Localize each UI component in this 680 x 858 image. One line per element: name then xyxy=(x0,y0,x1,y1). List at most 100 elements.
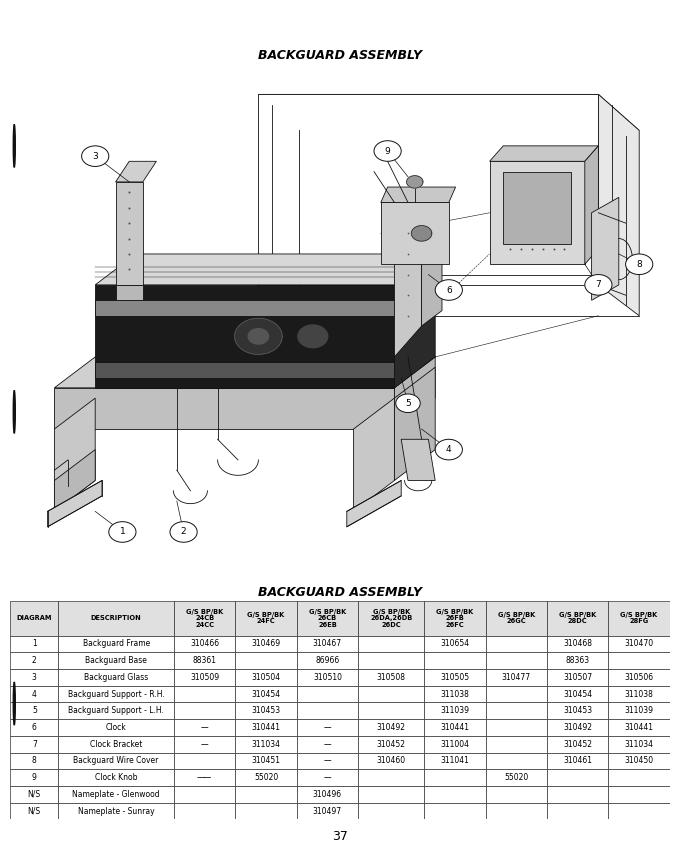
Bar xyxy=(58,669,174,686)
Bar xyxy=(486,719,547,736)
Text: 310461: 310461 xyxy=(563,757,592,765)
Bar xyxy=(358,703,424,719)
Bar xyxy=(609,686,670,703)
Text: 310505: 310505 xyxy=(441,673,469,682)
Bar xyxy=(296,686,358,703)
Text: G/S BP/BK
24FC: G/S BP/BK 24FC xyxy=(248,612,285,625)
Text: —: — xyxy=(324,740,331,749)
Bar xyxy=(296,803,358,819)
Bar xyxy=(58,686,174,703)
Polygon shape xyxy=(258,94,639,130)
Polygon shape xyxy=(394,223,422,357)
Bar xyxy=(10,652,58,669)
Bar xyxy=(424,770,486,786)
Bar xyxy=(296,719,358,736)
Text: 86966: 86966 xyxy=(316,656,339,665)
Text: G/S BP/BK
26DA,26DB
26DC: G/S BP/BK 26DA,26DB 26DC xyxy=(370,608,412,627)
Text: 310492: 310492 xyxy=(377,723,406,732)
Bar xyxy=(358,686,424,703)
Bar xyxy=(358,786,424,803)
Bar xyxy=(547,652,609,669)
Bar xyxy=(358,636,424,652)
Text: BACKGUARD ASSEMBLY: BACKGUARD ASSEMBLY xyxy=(258,49,422,63)
Polygon shape xyxy=(592,197,619,300)
Bar xyxy=(609,719,670,736)
Text: 2: 2 xyxy=(32,656,37,665)
Polygon shape xyxy=(235,318,282,354)
Text: DESCRIPTION: DESCRIPTION xyxy=(91,615,141,621)
Circle shape xyxy=(435,439,462,460)
Bar xyxy=(174,652,235,669)
Text: 311004: 311004 xyxy=(441,740,469,749)
Text: 4: 4 xyxy=(32,690,37,698)
Text: 310506: 310506 xyxy=(624,673,653,682)
Bar xyxy=(296,770,358,786)
Text: G/S BP/BK
24CB
24CC: G/S BP/BK 24CB 24CC xyxy=(186,608,223,627)
Circle shape xyxy=(435,280,462,300)
Text: 8: 8 xyxy=(636,260,642,269)
Text: N/S: N/S xyxy=(28,807,41,816)
Polygon shape xyxy=(116,161,156,182)
Text: 310496: 310496 xyxy=(313,790,342,799)
Bar xyxy=(486,686,547,703)
Bar xyxy=(609,652,670,669)
Polygon shape xyxy=(248,329,269,344)
Bar xyxy=(358,770,424,786)
Bar xyxy=(547,786,609,803)
Text: 310509: 310509 xyxy=(190,673,219,682)
Polygon shape xyxy=(298,325,328,347)
Bar xyxy=(174,770,235,786)
Text: 310452: 310452 xyxy=(377,740,406,749)
Text: —: — xyxy=(324,773,331,782)
Text: DIAGRAM: DIAGRAM xyxy=(16,615,52,621)
Bar xyxy=(174,786,235,803)
Text: Backguard Support - L.H.: Backguard Support - L.H. xyxy=(68,706,164,716)
Text: Clock Knob: Clock Knob xyxy=(95,773,137,782)
Text: 310507: 310507 xyxy=(563,673,592,682)
Bar xyxy=(609,786,670,803)
Bar xyxy=(58,770,174,786)
Bar xyxy=(424,601,486,636)
Bar xyxy=(235,652,296,669)
Bar xyxy=(10,803,58,819)
Text: 9: 9 xyxy=(32,773,37,782)
Text: Clock Bracket: Clock Bracket xyxy=(90,740,142,749)
Text: N/S: N/S xyxy=(28,790,41,799)
Bar xyxy=(486,803,547,819)
Text: 88363: 88363 xyxy=(566,656,590,665)
Bar xyxy=(424,786,486,803)
Bar xyxy=(486,770,547,786)
Text: 311034: 311034 xyxy=(252,740,281,749)
Polygon shape xyxy=(503,172,571,244)
Bar xyxy=(10,736,58,752)
Bar xyxy=(358,752,424,770)
Text: —: — xyxy=(324,723,331,732)
Polygon shape xyxy=(401,439,435,480)
Polygon shape xyxy=(48,480,102,527)
Bar xyxy=(58,752,174,770)
Bar xyxy=(235,752,296,770)
Bar xyxy=(58,786,174,803)
Text: 310654: 310654 xyxy=(441,639,469,649)
Text: 310451: 310451 xyxy=(252,757,281,765)
Bar xyxy=(547,803,609,819)
Circle shape xyxy=(396,394,420,413)
Bar xyxy=(609,736,670,752)
Polygon shape xyxy=(585,146,598,264)
Bar xyxy=(296,736,358,752)
Bar xyxy=(174,636,235,652)
Bar xyxy=(58,736,174,752)
Bar xyxy=(296,652,358,669)
Bar xyxy=(10,686,58,703)
Bar xyxy=(296,703,358,719)
Bar xyxy=(486,752,547,770)
Polygon shape xyxy=(490,161,585,264)
Bar xyxy=(547,703,609,719)
Polygon shape xyxy=(598,94,639,316)
Bar xyxy=(174,703,235,719)
Bar xyxy=(235,786,296,803)
Bar xyxy=(609,669,670,686)
Text: ——: —— xyxy=(197,773,212,782)
Text: Backguard Base: Backguard Base xyxy=(85,656,147,665)
Bar xyxy=(358,652,424,669)
